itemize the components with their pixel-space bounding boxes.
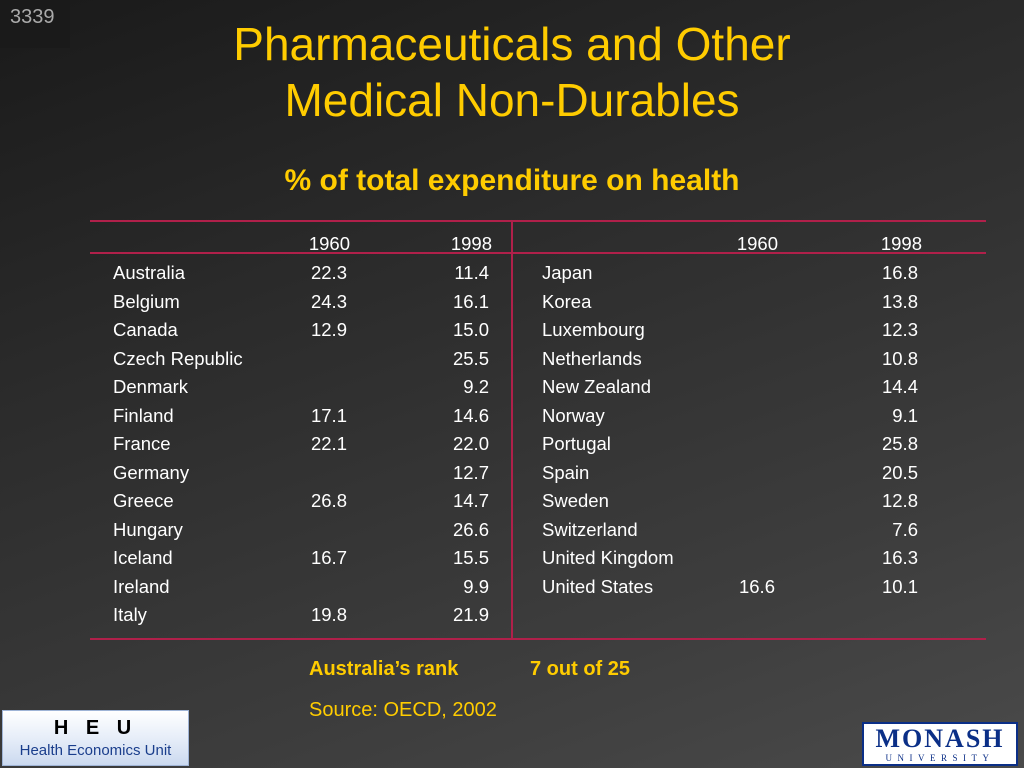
left-country-cell: Australia	[113, 262, 185, 283]
table-top-rule	[90, 220, 986, 222]
left-country-cell: Finland	[113, 404, 174, 426]
left-1998-cell: 9.2	[463, 376, 489, 397]
left-1998-cell: 22.0	[452, 433, 489, 454]
right-country-cell: United Kingdom	[542, 547, 674, 568]
right-1998-cell: 16.8	[881, 262, 918, 283]
left-1998-cell: 12.7	[452, 461, 489, 483]
right-1998-cell: 9.1	[892, 404, 918, 426]
rank-label: Australia’s rank	[309, 658, 459, 680]
right-1998-cell: 12.8	[881, 490, 918, 511]
right-country-cell: Japan	[542, 262, 593, 283]
left-1960-cell: 19.8	[310, 604, 347, 625]
right-country-cell: Switzerland	[542, 518, 638, 540]
left-1998-cell: 21.9	[452, 604, 489, 625]
right-1998-cell: 7.6	[892, 518, 918, 540]
left-1998-cell: 14.6	[452, 404, 489, 426]
subtitle: % of total expenditure on health	[284, 164, 740, 197]
right-1998-cell: 12.3	[881, 319, 918, 340]
right-1998-cell: 10.1	[881, 575, 918, 597]
monash-sub: UNIVERSITY	[885, 753, 995, 763]
left-1998-cell: 14.7	[452, 490, 489, 511]
right-1998-cell: 25.8	[881, 433, 918, 454]
left-1960-cell: 22.1	[310, 433, 347, 454]
left-1998-cell: 16.1	[452, 290, 489, 312]
left-country-cell: France	[113, 433, 171, 454]
right-country-cell: Luxembourg	[542, 319, 645, 340]
heu-mark: H E U	[53, 717, 138, 739]
left-1960-cell: 16.7	[310, 547, 347, 568]
right-1998-cell: 14.4	[881, 376, 918, 397]
left-country-cell: Denmark	[113, 376, 189, 397]
left-1960-cell: 22.3	[310, 262, 347, 283]
right-country-cell: Spain	[542, 461, 590, 483]
source-note: Source: OECD, 2002	[309, 699, 497, 721]
rank-value: 7 out of 25	[530, 658, 631, 680]
right-1998-cell: 10.8	[881, 347, 918, 369]
left-1960-cell: 12.9	[310, 319, 347, 340]
heu-logo: H E U Health Economics Unit	[2, 710, 189, 766]
right-country-cell: United States	[542, 575, 654, 597]
right-country-cell: Korea	[542, 290, 592, 312]
monash-word: MONASH	[875, 724, 1005, 753]
heu-name: Health Economics Unit	[19, 742, 172, 759]
table-divider	[511, 222, 513, 640]
left-1960-cell: 26.8	[310, 490, 347, 511]
right-country-cell: Netherlands	[542, 347, 642, 369]
right-1960-cell: 16.6	[738, 575, 775, 597]
right-country-cell: New Zealand	[542, 376, 652, 397]
left-1998-cell: 11.4	[454, 262, 489, 283]
left-header-1960: 1960	[308, 233, 350, 254]
title-line-2: Medical Non-Durables	[284, 74, 740, 126]
left-1998-cell: 9.9	[463, 575, 489, 597]
left-1998-cell: 26.6	[452, 518, 489, 540]
left-1960-cell: 24.3	[310, 290, 347, 312]
left-country-cell: Germany	[113, 461, 190, 483]
left-country-cell: Czech Republic	[113, 347, 243, 369]
right-1998-cell: 16.3	[881, 547, 918, 568]
left-1960-cell: 17.1	[310, 404, 347, 426]
slide-title: Pharmaceuticals and Other Medical Non-Du…	[0, 16, 1024, 128]
monash-logo: MONASH UNIVERSITY	[862, 722, 1018, 766]
left-country-cell: Belgium	[113, 290, 180, 312]
left-country-cell: Italy	[113, 604, 147, 625]
left-1998-cell: 15.5	[452, 547, 489, 568]
left-country-cell: Hungary	[113, 518, 183, 540]
left-country-cell: Greece	[113, 490, 174, 511]
right-country-cell: Norway	[542, 404, 605, 426]
left-1998-cell: 25.5	[452, 347, 489, 369]
title-line-1: Pharmaceuticals and Other	[233, 18, 791, 70]
left-country-cell: Canada	[113, 319, 178, 340]
slide-number: 3339	[0, 0, 70, 48]
right-country-cell: Sweden	[542, 490, 609, 511]
table-header-rule	[90, 252, 986, 254]
left-header-1998: 1998	[450, 233, 492, 254]
right-header-1960: 1960	[736, 233, 778, 254]
right-1998-cell: 20.5	[881, 461, 918, 483]
left-country-cell: Iceland	[113, 547, 173, 568]
left-country-cell: Ireland	[113, 575, 170, 597]
right-1998-cell: 13.8	[881, 290, 918, 312]
left-1998-cell: 15.0	[452, 319, 489, 340]
table-bottom-rule	[90, 638, 986, 640]
right-header-1998: 1998	[880, 233, 922, 254]
right-country-cell: Portugal	[542, 433, 611, 454]
